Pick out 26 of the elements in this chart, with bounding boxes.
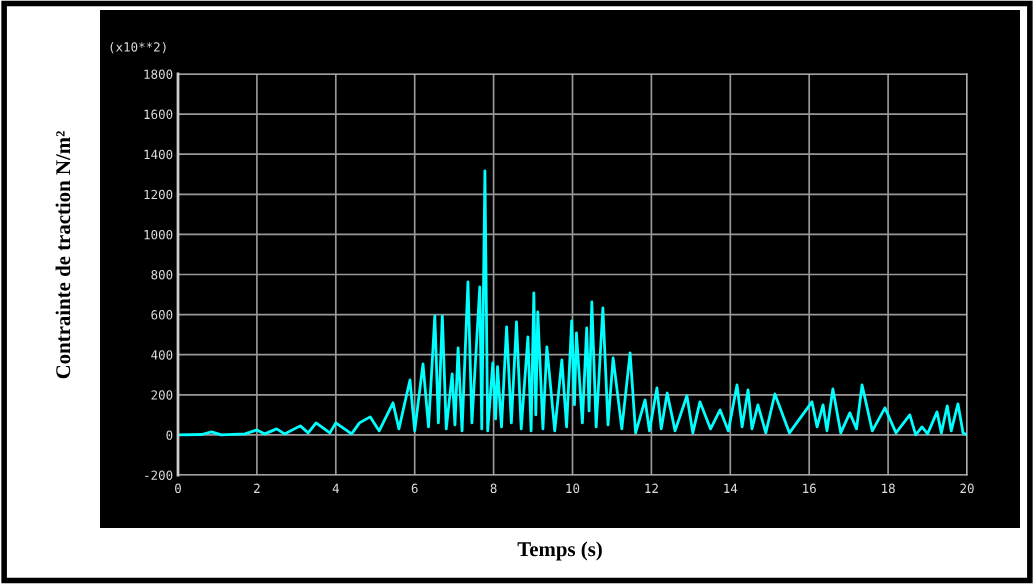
x-tick-label: 2 [254,483,260,493]
y-tick-label: 1200 [144,189,173,200]
y-tick-label: 800 [151,270,173,280]
x-tick-label: 6 [411,483,418,494]
x-tick-label: 4 [332,483,339,493]
y-axis-title: Contrainte de traction N/m² [55,131,71,379]
y-tick-label: 0 [166,430,173,440]
y-tick-label: 1800 [144,69,173,79]
x-tick-label: 14 [724,483,738,493]
x-tick-label: 12 [645,483,658,493]
x-tick-label: 0 [175,483,181,494]
x-axis-title: Temps (s) [517,541,602,561]
x-tick-label: 10 [566,483,580,494]
y-tick-label: 200 [151,390,173,400]
y-tick-label: 1000 [144,229,173,240]
x-tick-label: 18 [882,483,895,494]
y-tick-label: 600 [151,310,173,320]
y-tick-label: 1400 [144,149,173,160]
x-tick-label: 8 [490,483,497,494]
y-tick-label: 400 [151,350,173,360]
y-tick-label: 1600 [144,109,173,120]
y-tick-label: -200 [145,470,173,480]
x-tick-label: 16 [803,483,816,494]
line-series [178,169,967,437]
text: (x10**2) [110,42,166,54]
x-tick-label: 20 [960,483,974,494]
